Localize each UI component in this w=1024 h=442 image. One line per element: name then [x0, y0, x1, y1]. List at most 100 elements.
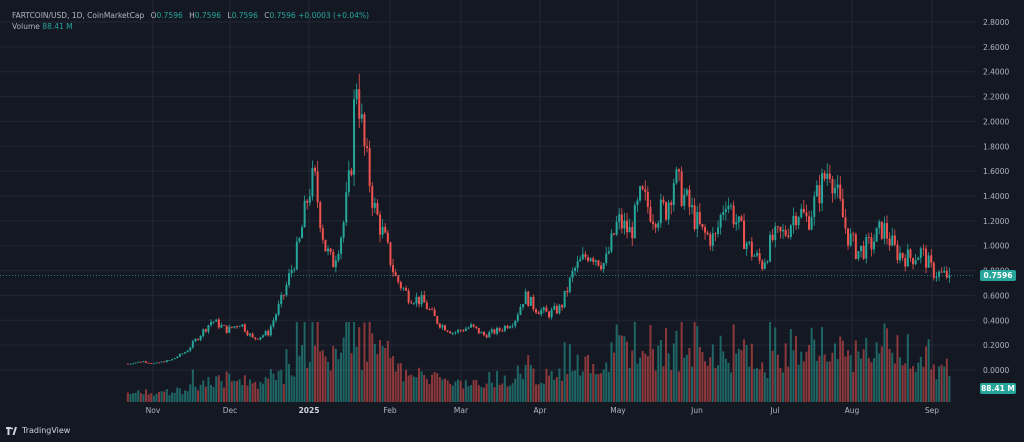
branding-label: TradingView — [22, 426, 71, 435]
candle-body — [150, 363, 153, 365]
candle-body — [542, 307, 545, 311]
volume-bar — [626, 341, 629, 402]
candle-body — [659, 199, 662, 224]
tradingview-branding[interactable]: TradingView — [6, 426, 70, 435]
volume-bar — [449, 383, 452, 402]
volume-bar — [251, 383, 254, 402]
volume-bar — [163, 391, 166, 402]
volume-bar — [532, 368, 535, 402]
candle-body — [301, 227, 304, 239]
y-tick-label: 1.6000 — [983, 167, 1009, 176]
y-tick-label: 2.2000 — [983, 93, 1009, 102]
candle-body — [891, 235, 894, 246]
volume-bar — [462, 388, 465, 402]
candle-body — [667, 202, 670, 220]
candle-body — [904, 257, 907, 267]
volume-bar — [480, 386, 483, 402]
volume-bar — [706, 365, 709, 402]
candle-body — [415, 296, 418, 304]
volume-bar — [353, 322, 356, 402]
volume-bar — [475, 379, 478, 402]
time-axis[interactable]: Nov Dec 2025 Feb Mar Apr May Jun Jul Aug Sep — [146, 406, 940, 415]
candle-body — [789, 225, 792, 237]
candle-body — [277, 304, 280, 315]
candle-body — [545, 307, 548, 312]
candle-body — [896, 244, 899, 261]
volume-bar — [212, 387, 215, 402]
legend-ohlc-row: FARTCOIN/USD, 1D, CoinMarketCap O0.7596 … — [12, 10, 369, 21]
price-axis[interactable]: 2.8000 2.6000 2.4000 2.2000 2.0000 1.8000 1.60… — [983, 18, 1009, 375]
volume-bar — [574, 370, 577, 402]
volume-bar — [275, 380, 278, 402]
volume-bar — [667, 353, 670, 402]
candle-body — [225, 325, 228, 333]
y-tick-label: 0.2000 — [983, 341, 1009, 350]
candle-body — [298, 238, 301, 242]
candle-body — [568, 277, 571, 293]
volume-bar — [774, 327, 777, 402]
volume-bar — [597, 373, 600, 402]
candle-body — [347, 170, 350, 193]
volume-bar — [379, 340, 382, 402]
volume-bar — [880, 346, 883, 402]
volume-bar — [477, 385, 480, 402]
candle-body — [906, 249, 909, 267]
candle-body — [750, 241, 753, 257]
candle-body — [654, 224, 657, 228]
candle-body — [602, 263, 605, 270]
candle-body — [919, 248, 922, 258]
candle-body — [199, 335, 202, 341]
volume-bar — [197, 390, 200, 402]
candle-body — [844, 217, 847, 229]
volume-bar — [940, 364, 943, 402]
volume-bar — [316, 322, 319, 402]
volume-bar — [207, 376, 210, 402]
candle-body — [740, 216, 743, 221]
x-tick-label: Dec — [223, 406, 238, 415]
candle-body — [197, 339, 200, 341]
candle-body — [360, 114, 363, 119]
candle-body — [168, 360, 171, 361]
candle-body — [366, 146, 369, 149]
volume-label[interactable]: Volume — [12, 22, 40, 31]
volume-bar — [867, 357, 870, 402]
volume-bar — [191, 369, 194, 402]
candle-body — [342, 222, 345, 238]
volume-bar — [134, 392, 137, 402]
symbol-label[interactable]: FARTCOIN/USD, 1D, CoinMarketCap — [12, 11, 145, 20]
volume-bar — [646, 356, 649, 402]
volume-bar — [129, 394, 132, 402]
volume-bar — [337, 359, 340, 402]
volume-bar — [771, 350, 774, 402]
volume-bar — [826, 361, 829, 402]
candle-body — [607, 251, 610, 254]
candle-body — [540, 310, 543, 315]
candle-body — [771, 234, 774, 240]
candle-body — [628, 227, 631, 233]
volume-bar — [639, 357, 642, 402]
volume-bar — [376, 354, 379, 402]
candle-body — [230, 326, 233, 328]
candle-body — [405, 288, 408, 291]
volume-bar — [319, 351, 322, 402]
volume-bar — [444, 378, 447, 402]
candle-body — [308, 196, 311, 203]
candle-body — [698, 211, 701, 225]
candle-body — [808, 216, 811, 230]
candle-body — [641, 186, 644, 190]
volume-bar — [701, 352, 704, 402]
volume-bar — [623, 336, 626, 402]
volume-bar — [680, 322, 683, 402]
volume-bar — [407, 375, 410, 402]
candle-body — [597, 260, 600, 266]
volume-bar — [132, 393, 135, 402]
candle-body — [511, 325, 514, 327]
low-label: L — [227, 11, 232, 20]
volume-bar — [173, 392, 176, 402]
candle-body — [485, 335, 488, 338]
candle-body — [329, 248, 332, 252]
candle-body — [467, 327, 470, 329]
y-tick-label: 1.4000 — [983, 192, 1009, 201]
volume-bar — [696, 326, 699, 402]
